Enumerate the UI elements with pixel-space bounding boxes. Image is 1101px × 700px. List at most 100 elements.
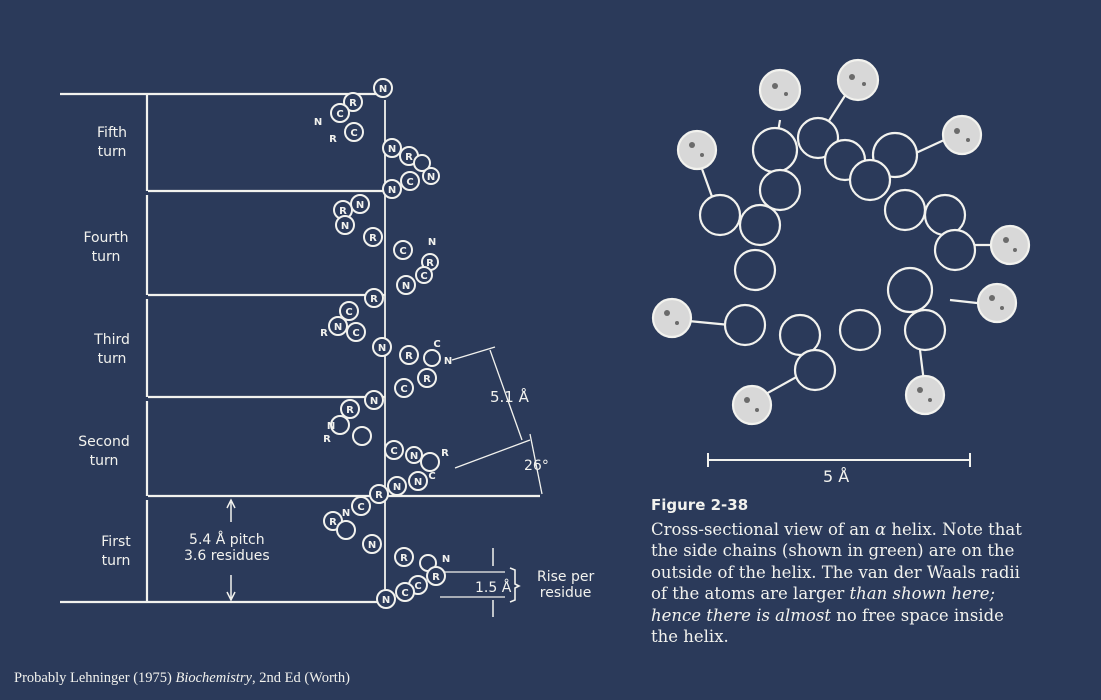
atom-label: R [426,258,434,269]
backbone-atom [933,228,977,272]
atom-label: R [329,134,337,145]
atom-label: N [327,421,335,432]
atom-label: R [400,553,408,564]
atom [336,520,356,540]
atom [395,582,415,602]
atom [364,288,384,308]
atom-label: C [401,588,408,599]
atom [330,103,350,123]
atom-label: R [323,434,331,445]
atom-label: N [378,343,386,354]
figure-caption: Figure 2-38 Cross-sectional view of an α… [651,495,1031,648]
backbone-atom [838,308,882,352]
atom-label: N [414,477,422,488]
atom-label: R [329,517,337,528]
atom-label: N [334,322,342,333]
atom-label: R [405,152,413,163]
atom [394,547,414,567]
turn-label-third: Third turn [94,332,130,367]
atom [382,138,402,158]
atom [387,476,407,496]
backbone-atom [778,313,822,357]
side-chain [676,129,718,171]
atom-label: R [432,572,440,583]
atom-label: C [390,446,397,457]
atom [362,534,382,554]
atom [373,78,393,98]
backbone-atom [883,188,927,232]
atom-label: R [441,448,449,459]
atom-label: R [405,351,413,362]
atom-label: N [393,482,401,493]
side-chain [731,384,773,426]
atom-label: N [341,221,349,232]
atom [423,349,441,367]
atom-label: C [399,246,406,257]
alpha-helix-cross-section [651,58,1031,426]
turn-label-first: First turn [101,534,131,569]
turn-label-fourth: Fourth turn [83,230,129,265]
angle-label: 26° [524,458,549,474]
atom [376,589,396,609]
atom [339,301,359,321]
backbone-atom [758,168,802,212]
atom [384,440,404,460]
scale-label: 5 Å [823,467,849,486]
atom-label: R [423,374,431,385]
atom-label: C [357,502,364,513]
distance-line [451,346,496,361]
atom-label: N [368,540,376,551]
atom [413,154,431,172]
atom [399,345,419,365]
side-chain [836,58,880,102]
side-chain [989,224,1031,266]
side-chain [651,297,693,339]
atom-label: N [388,144,396,155]
backbone-atom [886,266,934,314]
atom [363,227,383,247]
atom-label: C [428,471,435,482]
atom [343,92,363,112]
atom [330,415,350,435]
atom-label: N [388,185,396,196]
atom-label: R [346,405,354,416]
backbone-atom [751,126,799,174]
atom [335,215,355,235]
atom [396,275,416,295]
atom [351,496,371,516]
atom-label: C [350,128,357,139]
atom [400,171,420,191]
atom [408,471,428,491]
backbone-atom [923,193,967,237]
atom-label: N [356,200,364,211]
angle-line [529,433,543,495]
atom-label: R [349,98,357,109]
atom-label: N [382,595,390,606]
distance-line [454,439,531,469]
atom-label: N [379,84,387,95]
rise-value: 1.5 Å [475,579,512,596]
side-chain [976,282,1018,324]
distance-label: 5.1 Å [490,387,530,406]
atom-label: C [336,109,343,120]
atom-label: C [406,177,413,188]
turn-label-fifth: Fifth turn [97,125,127,160]
atom [420,452,440,472]
atom-label: C [414,581,421,592]
atom-label: N [314,117,322,128]
backbone-atom [903,308,947,352]
atom-label: C [345,307,352,318]
atom-label: N [342,508,350,519]
atom-label: R [369,233,377,244]
atom [393,240,413,260]
atom [417,368,437,388]
atom [340,399,360,419]
atom-label: N [442,554,450,565]
atom [364,390,384,410]
distance-line [489,349,523,441]
atom-label: N [427,172,435,183]
atom-label: R [375,490,383,501]
atom-label: R [370,294,378,305]
atom-label: N [410,451,418,462]
